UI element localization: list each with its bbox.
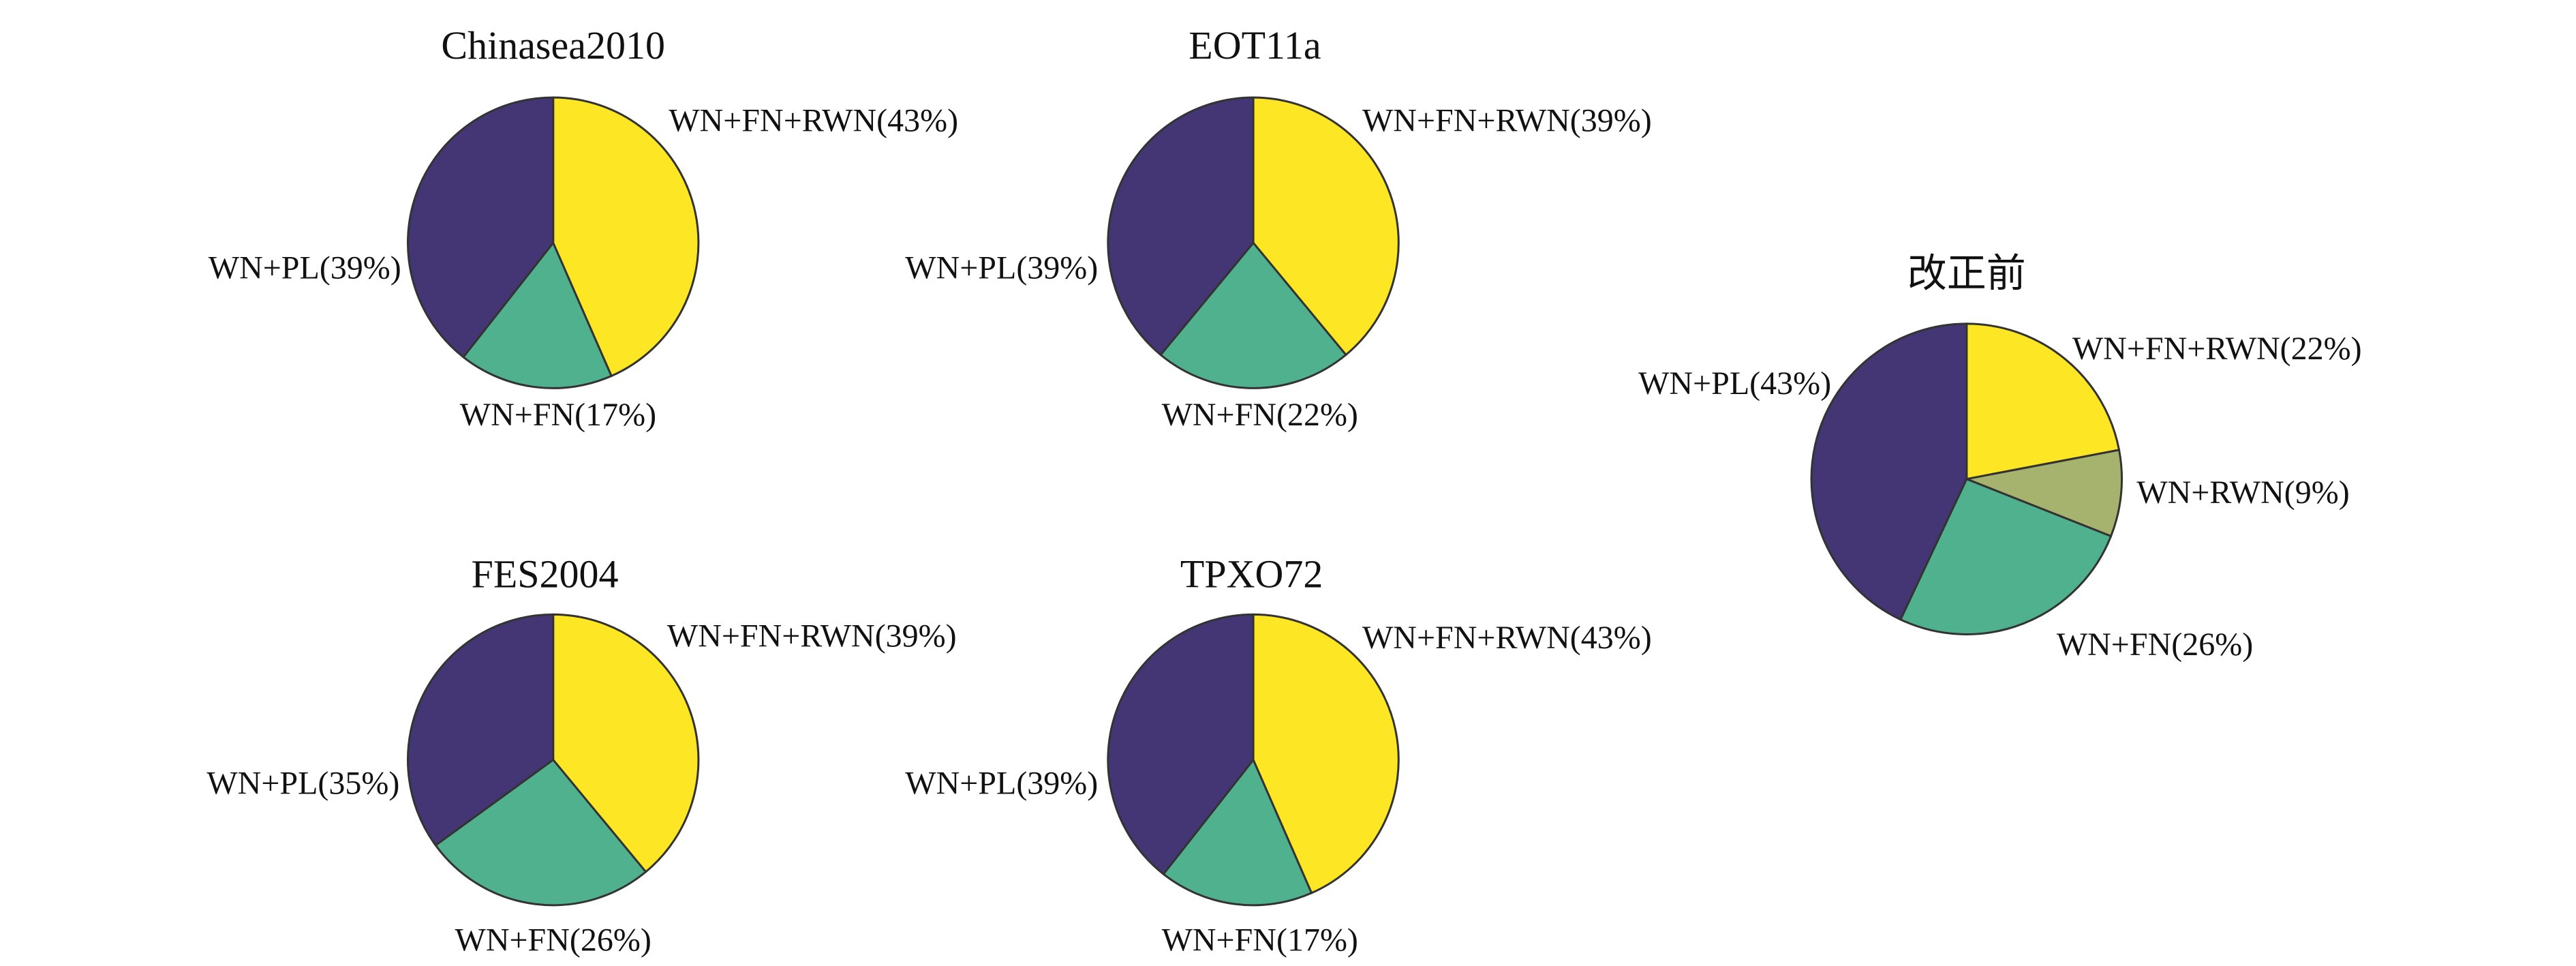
chart-title: TPXO72 bbox=[1180, 552, 1323, 596]
chart-title: EOT11a bbox=[1189, 23, 1321, 67]
slice-label: WN+PL(39%) bbox=[209, 250, 401, 286]
slice-label: WN+RWN(9%) bbox=[2136, 474, 2349, 511]
pie-slice bbox=[1252, 96, 1400, 357]
pie-slice bbox=[1963, 449, 2123, 538]
pie-slice bbox=[552, 613, 700, 873]
slice-label: WN+FN(26%) bbox=[455, 922, 651, 959]
slice-label: WN+FN(22%) bbox=[1162, 397, 1358, 433]
chart-title: Chinasea2010 bbox=[441, 23, 665, 67]
pie-slice bbox=[1107, 613, 1255, 876]
slice-label: WN+PL(39%) bbox=[905, 250, 1098, 286]
pie-slice bbox=[461, 241, 613, 389]
slice-label: WN+FN+RWN(22%) bbox=[2072, 331, 2362, 367]
slice-label: WN+FN(17%) bbox=[460, 397, 656, 433]
slice-label: WN+FN+RWN(39%) bbox=[1362, 103, 1652, 139]
pie-slice bbox=[1107, 96, 1255, 357]
chart-title: FES2004 bbox=[472, 552, 619, 596]
pie-slice bbox=[1162, 757, 1313, 907]
slice-label: WN+PL(39%) bbox=[905, 765, 1098, 801]
pie-slice bbox=[1810, 322, 1968, 621]
slice-label: WN+FN(17%) bbox=[1162, 922, 1358, 959]
chart-title: 改正前 bbox=[1907, 251, 2026, 295]
slice-label: WN+PL(35%) bbox=[206, 765, 399, 801]
pie-slice bbox=[1965, 322, 2121, 481]
pie-slice bbox=[1252, 613, 1400, 894]
pie-slice bbox=[1899, 477, 2113, 635]
pie-slice bbox=[1159, 241, 1348, 389]
pie-slice bbox=[434, 758, 647, 907]
pie-slice bbox=[552, 96, 700, 378]
slice-label: WN+PL(43%) bbox=[1638, 365, 1831, 402]
pie-slice bbox=[406, 613, 555, 847]
slice-label: WN+FN(26%) bbox=[2057, 627, 2253, 663]
slice-label: WN+FN+RWN(39%) bbox=[667, 618, 957, 654]
pie-slice bbox=[406, 96, 555, 359]
slice-label: WN+FN+RWN(43%) bbox=[669, 103, 958, 139]
slice-label: WN+FN+RWN(43%) bbox=[1362, 620, 1652, 656]
